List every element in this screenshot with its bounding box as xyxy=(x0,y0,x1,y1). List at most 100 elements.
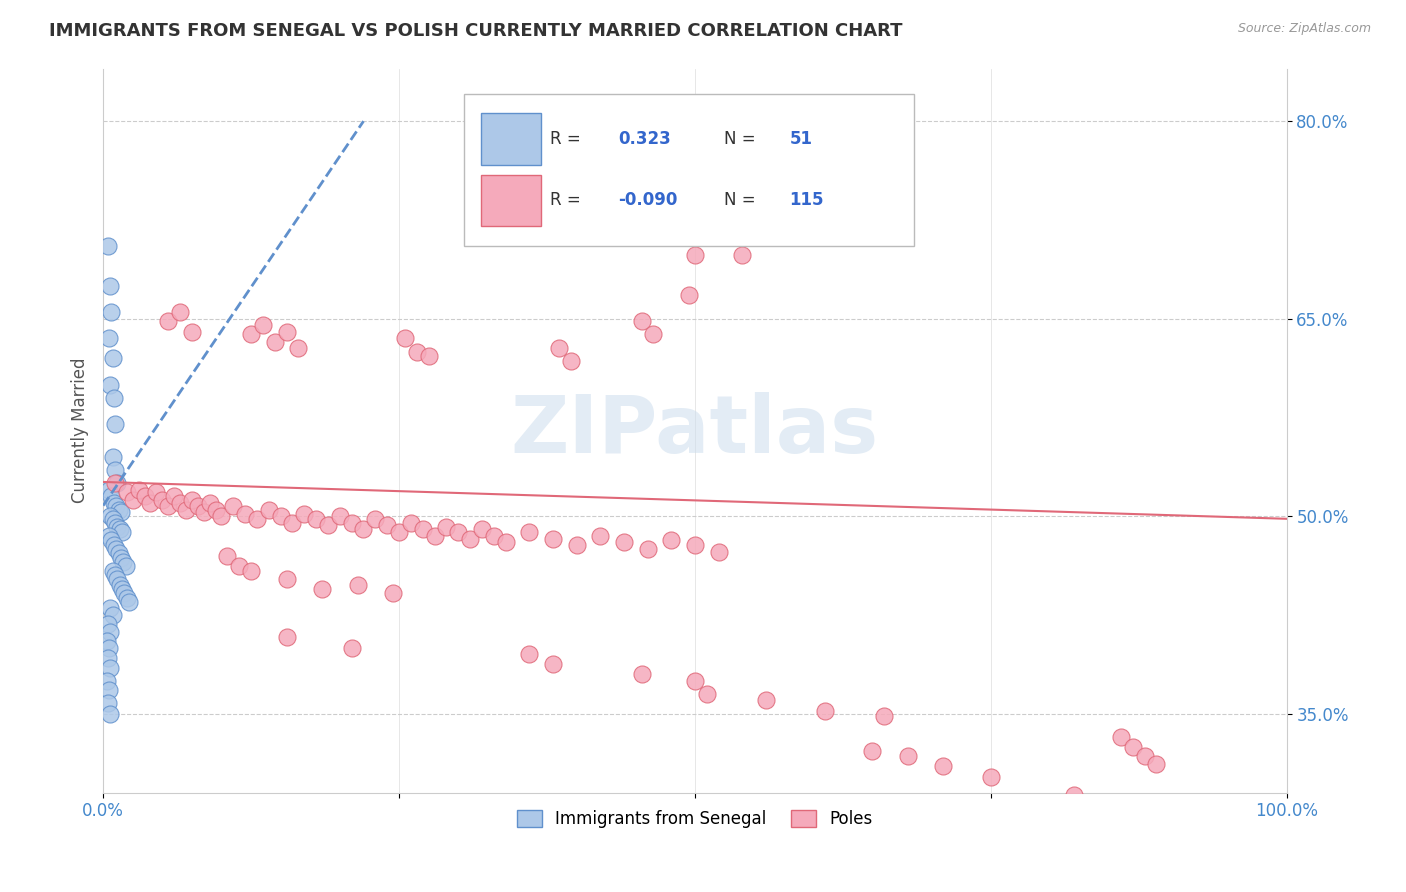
Point xyxy=(707,545,730,559)
Point xyxy=(96,673,118,688)
Point xyxy=(103,496,125,510)
Point xyxy=(169,305,191,319)
Point xyxy=(240,327,263,342)
FancyBboxPatch shape xyxy=(481,175,541,227)
Point xyxy=(1144,756,1167,771)
Point xyxy=(101,607,124,622)
Point xyxy=(246,512,269,526)
Point xyxy=(105,573,128,587)
Point xyxy=(112,555,135,569)
Point xyxy=(187,499,209,513)
Point xyxy=(98,331,121,345)
Point xyxy=(340,516,363,530)
Point xyxy=(157,314,180,328)
Point xyxy=(104,476,127,491)
Point xyxy=(108,522,131,536)
Point xyxy=(897,748,920,763)
Point xyxy=(860,743,883,757)
Text: ZIPatlas: ZIPatlas xyxy=(510,392,879,469)
Point xyxy=(105,519,128,533)
Point xyxy=(104,516,127,530)
Point xyxy=(97,696,120,710)
Point xyxy=(98,601,121,615)
Point xyxy=(696,687,718,701)
Point xyxy=(1109,731,1132,745)
Text: Source: ZipAtlas.com: Source: ZipAtlas.com xyxy=(1237,22,1371,36)
Point xyxy=(105,542,128,557)
Point xyxy=(121,493,143,508)
Point xyxy=(139,496,162,510)
Point xyxy=(1122,739,1144,754)
Point xyxy=(98,660,121,674)
Point xyxy=(565,538,588,552)
Point xyxy=(103,538,125,552)
Point xyxy=(104,463,127,477)
Point xyxy=(382,585,405,599)
Point xyxy=(305,512,328,526)
Point xyxy=(375,518,398,533)
Point xyxy=(180,325,202,339)
Point xyxy=(98,529,121,543)
Point xyxy=(97,617,120,632)
Point xyxy=(150,493,173,508)
Point xyxy=(643,327,665,342)
Point xyxy=(388,524,411,539)
Text: 51: 51 xyxy=(790,129,813,148)
Point xyxy=(100,305,122,319)
Point xyxy=(97,651,120,665)
Point xyxy=(311,582,333,596)
Point xyxy=(222,499,245,513)
Point xyxy=(541,657,564,671)
Point xyxy=(755,693,778,707)
Point xyxy=(316,518,339,533)
Point xyxy=(98,682,121,697)
Point xyxy=(110,505,132,519)
Point xyxy=(98,483,121,497)
FancyBboxPatch shape xyxy=(481,113,541,165)
Point xyxy=(731,248,754,262)
Point xyxy=(353,522,375,536)
Text: 0.323: 0.323 xyxy=(619,129,671,148)
Point xyxy=(434,519,457,533)
Point xyxy=(346,577,368,591)
Point xyxy=(873,709,896,723)
Point xyxy=(193,505,215,519)
Point xyxy=(107,546,129,560)
Point xyxy=(233,507,256,521)
Point xyxy=(659,533,682,547)
Point xyxy=(104,568,127,582)
Point xyxy=(287,341,309,355)
Point xyxy=(198,496,221,510)
Point xyxy=(589,529,612,543)
Point xyxy=(217,549,239,563)
Point xyxy=(637,542,659,557)
Legend: Immigrants from Senegal, Poles: Immigrants from Senegal, Poles xyxy=(510,804,880,835)
Text: N =: N = xyxy=(724,129,756,148)
Point xyxy=(115,485,138,500)
Text: -0.090: -0.090 xyxy=(619,191,678,210)
Point xyxy=(98,278,121,293)
Point xyxy=(270,509,292,524)
Point xyxy=(211,509,233,524)
Point xyxy=(105,499,128,513)
Point xyxy=(104,417,127,431)
Point xyxy=(169,496,191,510)
Point xyxy=(678,288,700,302)
Point xyxy=(134,490,156,504)
Point xyxy=(412,522,434,536)
Point xyxy=(517,648,540,662)
Point xyxy=(276,573,298,587)
Point xyxy=(1063,789,1085,803)
Point xyxy=(98,377,121,392)
Point xyxy=(105,476,128,491)
Point xyxy=(101,450,124,464)
Point xyxy=(103,391,125,405)
Point xyxy=(541,532,564,546)
Point xyxy=(495,535,517,549)
Point xyxy=(1133,748,1156,763)
Point xyxy=(517,524,540,539)
Point xyxy=(108,577,131,591)
Text: R =: R = xyxy=(551,129,581,148)
Point xyxy=(683,538,706,552)
Point xyxy=(423,529,446,543)
